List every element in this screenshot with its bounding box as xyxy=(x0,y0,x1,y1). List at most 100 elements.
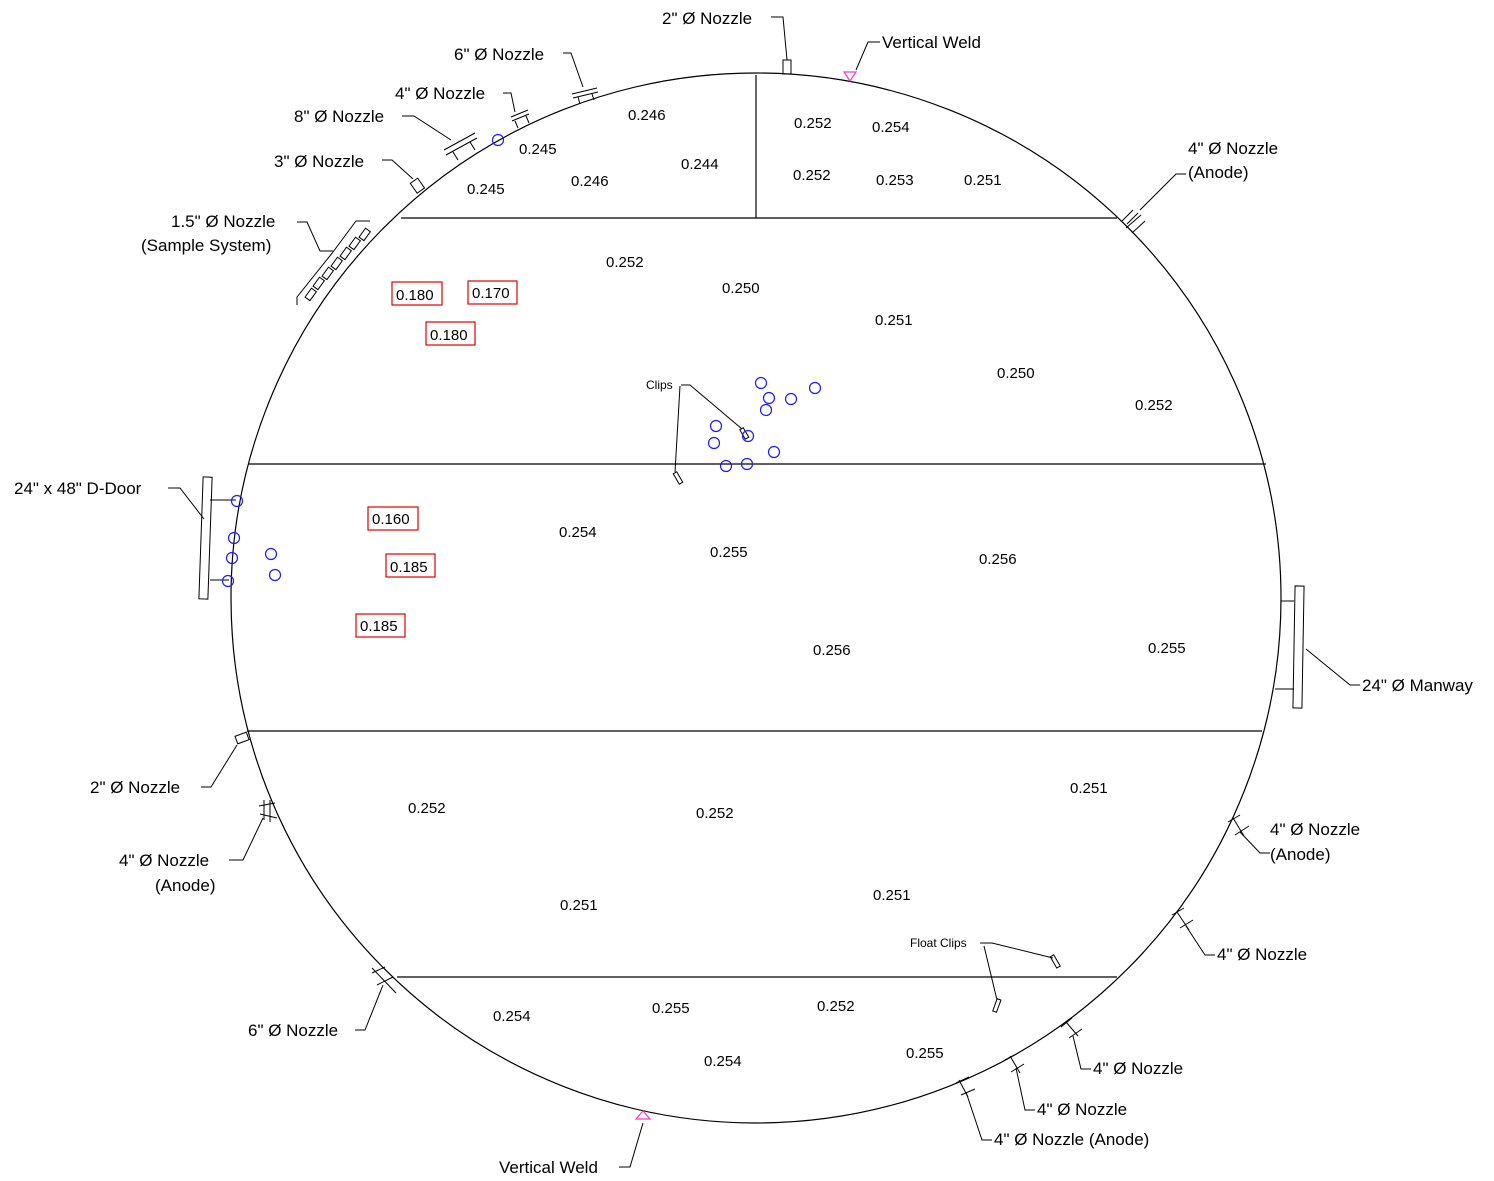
flag-box xyxy=(367,506,419,531)
nozzle-4in-anode-right-stub xyxy=(1227,814,1250,837)
nozzle-4in-br1-stub xyxy=(1060,1017,1083,1039)
nozzle-4in-br2-stub xyxy=(1004,1052,1025,1074)
label-nozzle-4in-anode-bottom: 4" Ø Nozzle (Anode) xyxy=(994,1130,1149,1149)
pit-marker xyxy=(784,392,798,406)
reading: 0.252 xyxy=(793,167,831,184)
nozzle-stubs xyxy=(198,59,1305,1098)
float-clip-1 xyxy=(1049,954,1061,969)
reading: 0.255 xyxy=(710,544,748,561)
reading: 0.251 xyxy=(964,172,1002,189)
nozzle-4in-right-stub xyxy=(1171,907,1194,931)
reading: 0.255 xyxy=(1148,640,1186,657)
flagged-reading: 0.160 xyxy=(372,511,410,528)
reading: 0.245 xyxy=(467,181,505,198)
tank-outline xyxy=(230,72,1282,1124)
vertical-weld-marker-top xyxy=(842,71,858,83)
label-nozzle-4in-anode-tr: 4" Ø Nozzle xyxy=(1188,139,1278,158)
label-nozzle-4in-top: 4" Ø Nozzle xyxy=(395,84,485,103)
reading: 0.254 xyxy=(704,1053,742,1070)
pit-marker xyxy=(225,551,239,565)
clip-lower xyxy=(672,471,684,485)
pit-marker xyxy=(740,457,754,471)
label-nozzle-2in-top: 2" Ø Nozzle xyxy=(662,9,752,28)
d-door-stub xyxy=(198,476,236,600)
nozzle-1-5in-sample-stubs xyxy=(296,220,372,305)
reading: 0.244 xyxy=(681,156,719,173)
reading: 0.246 xyxy=(628,107,666,124)
flag-boxes xyxy=(355,280,518,638)
label-sample-system: (Sample System) xyxy=(141,236,271,255)
pit-marker xyxy=(264,547,278,561)
reading: 0.252 xyxy=(408,800,446,817)
manway-stub xyxy=(1275,585,1305,709)
reading: 0.255 xyxy=(906,1045,944,1062)
label-nozzle-1-5in: 1.5" Ø Nozzle xyxy=(171,212,275,231)
nozzle-4in-anode-tr-stub xyxy=(1121,209,1146,234)
label-anode-right: (Anode) xyxy=(1270,845,1330,864)
label-nozzle-2in-left: 2" Ø Nozzle xyxy=(90,778,180,797)
pit-marker xyxy=(491,133,505,147)
pit-markers xyxy=(221,133,822,588)
flagged-reading: 0.185 xyxy=(360,618,398,635)
nozzle-4in-anode-left-stub xyxy=(258,800,278,822)
pit-marker xyxy=(719,459,733,473)
reading: 0.252 xyxy=(696,805,734,822)
flag-box xyxy=(425,321,476,346)
reading: 0.252 xyxy=(817,998,855,1015)
pit-marker xyxy=(754,376,768,390)
nozzle-6in-bottom-stub xyxy=(371,966,397,994)
reading: 0.252 xyxy=(794,115,832,132)
reading: 0.254 xyxy=(493,1008,531,1025)
reading: 0.250 xyxy=(722,280,760,297)
label-nozzle-4in-anode-left: 4" Ø Nozzle xyxy=(119,851,209,870)
reading: 0.252 xyxy=(606,254,644,271)
label-nozzle-3in: 3" Ø Nozzle xyxy=(274,152,364,171)
reading: 0.254 xyxy=(559,524,597,541)
reading: 0.253 xyxy=(876,172,914,189)
label-clips: Clips xyxy=(646,378,673,392)
label-manway: 24" Ø Manway xyxy=(1362,676,1473,695)
label-nozzle-4in-br1: 4" Ø Nozzle xyxy=(1093,1059,1183,1078)
label-nozzle-6in-top: 6" Ø Nozzle xyxy=(454,45,544,64)
leader-lines xyxy=(168,16,1360,1168)
flagged-reading: 0.185 xyxy=(390,559,428,576)
nozzle-3in-stub xyxy=(409,177,426,194)
flagged-reading: 0.170 xyxy=(472,285,510,302)
vertical-weld-marker-bottom xyxy=(634,1110,652,1120)
nozzle-6in-top-stub xyxy=(571,87,599,105)
reading: 0.251 xyxy=(873,887,911,904)
pit-marker xyxy=(709,419,723,433)
pit-marker xyxy=(762,391,776,405)
nozzle-2in-left-stub xyxy=(234,731,250,745)
reading: 0.251 xyxy=(560,897,598,914)
pit-marker xyxy=(227,531,241,545)
clip-upper xyxy=(739,426,750,440)
reading: 0.252 xyxy=(1135,397,1173,414)
flag-box xyxy=(355,613,406,638)
pit-marker xyxy=(808,381,822,395)
reading: 0.251 xyxy=(875,312,913,329)
pit-marker xyxy=(707,436,721,450)
reading: 0.254 xyxy=(872,119,910,136)
label-nozzle-6in-bottom: 6" Ø Nozzle xyxy=(248,1021,338,1040)
flagged-reading: 0.180 xyxy=(430,327,468,344)
reading: 0.256 xyxy=(813,642,851,659)
nozzle-4in-top-stub xyxy=(510,109,530,129)
pit-marker xyxy=(767,445,781,459)
flag-box xyxy=(385,553,436,578)
reading: 0.255 xyxy=(652,1000,690,1017)
label-nozzle-8in: 8" Ø Nozzle xyxy=(294,107,384,126)
label-nozzle-4in-anode-right: 4" Ø Nozzle xyxy=(1270,820,1360,839)
flag-box xyxy=(467,280,518,305)
nozzle-8in-stub xyxy=(443,132,478,161)
reading: 0.250 xyxy=(997,365,1035,382)
reading: 0.251 xyxy=(1070,780,1108,797)
flag-box xyxy=(391,281,443,306)
reading: 0.245 xyxy=(519,141,557,158)
label-anode-tr: (Anode) xyxy=(1188,163,1248,182)
label-vertical-weld-top: Vertical Weld xyxy=(882,33,981,52)
pit-marker xyxy=(741,429,755,443)
label-nozzle-4in-right: 4" Ø Nozzle xyxy=(1217,945,1307,964)
pit-marker xyxy=(759,403,773,417)
